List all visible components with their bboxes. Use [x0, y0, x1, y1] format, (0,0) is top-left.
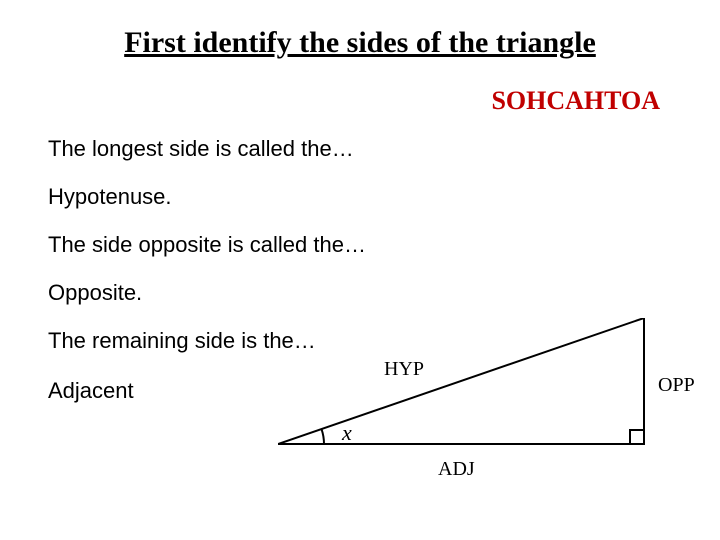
- line-opposite-side: The side opposite is called the…: [48, 232, 366, 258]
- label-angle-x: x: [342, 420, 352, 446]
- sohcahtoa-heading: SOHCAHTOA: [491, 86, 660, 116]
- triangle-svg: [278, 318, 668, 478]
- label-adj: ADJ: [438, 458, 475, 481]
- line-opposite: Opposite.: [48, 280, 142, 306]
- label-hyp: HYP: [384, 358, 424, 381]
- page-title: First identify the sides of the triangle: [0, 26, 720, 60]
- label-opp: OPP: [658, 374, 695, 397]
- line-hypotenuse: Hypotenuse.: [48, 184, 172, 210]
- line-remaining-side: The remaining side is the…: [48, 328, 316, 354]
- line-longest-side: The longest side is called the…: [48, 136, 354, 162]
- triangle-shape: [278, 318, 644, 444]
- triangle-diagram: HYP OPP ADJ x: [278, 318, 668, 478]
- line-adjacent: Adjacent: [48, 378, 134, 404]
